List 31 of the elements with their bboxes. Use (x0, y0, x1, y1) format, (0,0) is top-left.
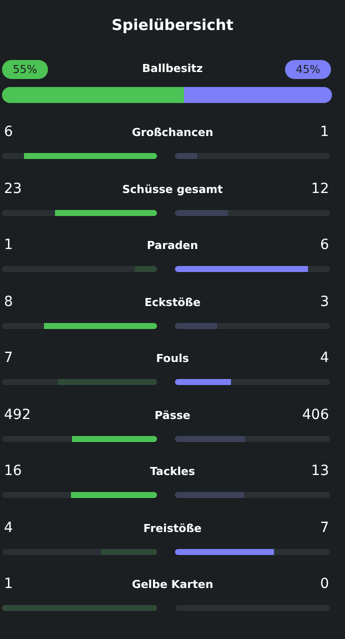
data-label: 4 (4, 520, 13, 536)
category-label: Pässe (154, 408, 190, 422)
data-label: 406 (302, 406, 329, 422)
category-label: Paraden (146, 239, 198, 252)
category-label: Tackles (150, 465, 196, 478)
data-label: 23 (4, 180, 22, 196)
data-label: 492 (4, 406, 31, 422)
text: Spielübersicht (110, 16, 234, 34)
category-label: Ballbesitz (142, 62, 203, 75)
data-label: 3 (320, 294, 329, 310)
data-label: 1 (320, 124, 329, 140)
category-label: Fouls (156, 352, 189, 365)
data-label: 8 (4, 294, 13, 310)
category-label: Freistöße (143, 522, 202, 534)
data-label: 6 (320, 237, 329, 253)
data-label: 16 (4, 463, 22, 479)
data-label: 7 (4, 350, 13, 366)
data-label: 45% (285, 60, 331, 79)
data-label: 12 (311, 180, 329, 196)
data-label: 1 (4, 576, 13, 592)
category-label: Großchancen (132, 126, 214, 139)
data-label: 1 (4, 237, 13, 253)
category-label: Gelbe Karten (132, 578, 214, 591)
data-label: 4 (320, 350, 329, 366)
data-label: 6 (4, 124, 13, 140)
category-label: Eckstöße (144, 296, 201, 308)
data-label: 55% (2, 60, 48, 79)
data-label: 0 (320, 576, 329, 592)
category-label: Schüsse gesamt (122, 182, 223, 196)
data-label: 13 (311, 463, 329, 479)
data-label: 7 (320, 520, 329, 536)
